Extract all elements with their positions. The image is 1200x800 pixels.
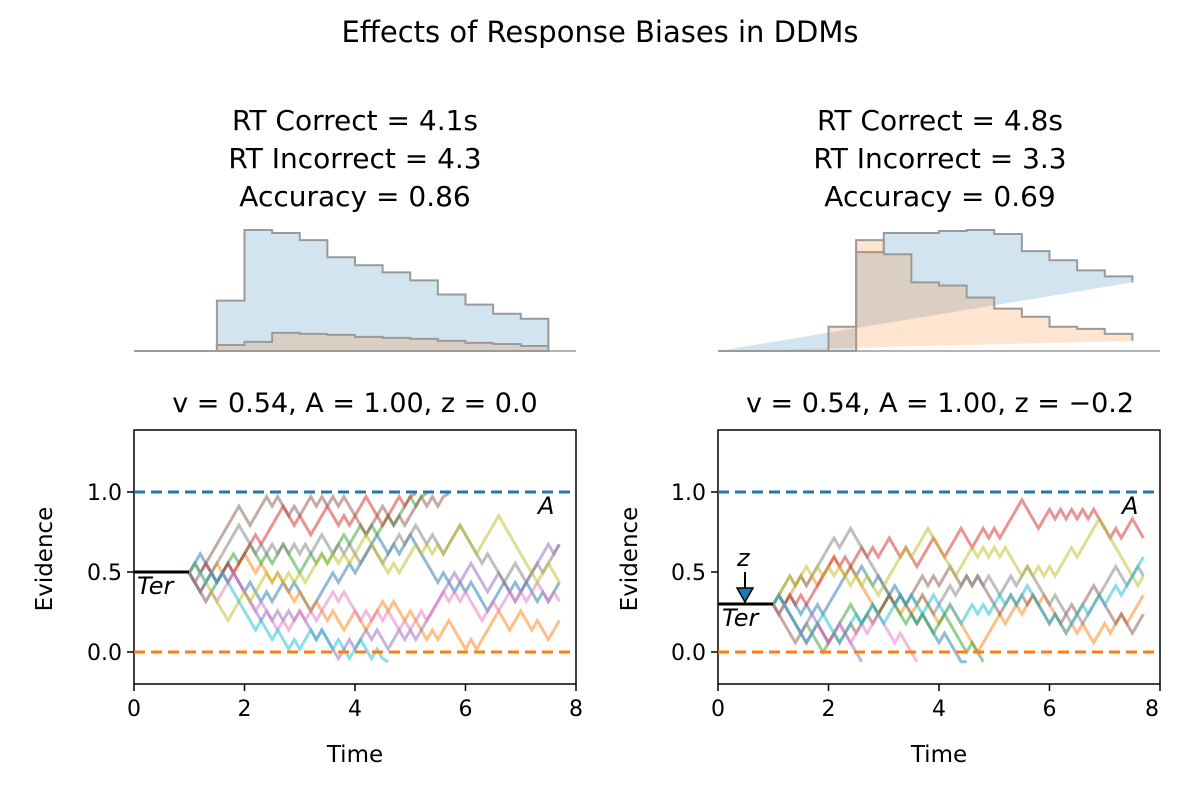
traj-right-paths xyxy=(771,496,1145,664)
x-ticks-right: 0 2 4 6 8 xyxy=(711,684,1161,722)
y-tick-right-05: 0.5 xyxy=(671,561,706,586)
trajectory-left-9 xyxy=(187,512,561,624)
trajectory-left-6 xyxy=(187,492,450,586)
hist-left-title-2: RT Incorrect = 4.3 xyxy=(228,142,481,175)
x-axis-label-left: Time xyxy=(326,742,383,768)
trajectory-left-7 xyxy=(187,569,561,634)
trajectory-left-10 xyxy=(187,560,389,664)
figure-suptitle: Effects of Response Biases in DDMs xyxy=(342,15,859,49)
hist-left-title-1: RT Correct = 4.1s xyxy=(232,104,478,137)
x-axis-label-right: Time xyxy=(910,742,967,768)
traj-left-title: v = 0.54, A = 1.00, z = 0.0 xyxy=(172,388,538,419)
histogram-left: RT Correct = 4.1s RT Incorrect = 4.3 Acc… xyxy=(134,104,576,352)
x-tick-right-2: 2 xyxy=(822,697,836,722)
x-tick-left-8: 8 xyxy=(569,697,583,722)
hist-right-title-2: RT Incorrect = 3.3 xyxy=(813,142,1066,175)
x-tick-left-4: 4 xyxy=(348,697,362,722)
trajectory-left-8 xyxy=(187,522,561,595)
y-tick-right-1: 1.0 xyxy=(671,481,706,506)
ter-label-left: Ter xyxy=(137,572,175,600)
x-tick-right-6: 6 xyxy=(1043,697,1057,722)
y-tick-left-05: 0.5 xyxy=(87,561,122,586)
hist-right-title-1: RT Correct = 4.8s xyxy=(817,104,1063,137)
y-tick-left-0: 0.0 xyxy=(87,641,122,666)
hist-left-correct-bars xyxy=(134,229,550,352)
x-tick-right-4: 4 xyxy=(932,697,946,722)
histogram-right: RT Correct = 4.8s RT Incorrect = 3.3 Acc… xyxy=(718,104,1160,352)
y-axis-label-right: Evidence xyxy=(617,507,643,612)
trajectory-panel-left: v = 0.54, A = 1.00, z = 0.0 Ter A 0 2 4 … xyxy=(32,388,583,768)
trajectory-right-10 xyxy=(771,556,1145,646)
y-tick-left-1: 1.0 xyxy=(87,481,122,506)
trajectory-right-9 xyxy=(771,515,1145,606)
hist-right-title-3: Accuracy = 0.69 xyxy=(824,180,1055,213)
x-tick-right-8: 8 xyxy=(1145,697,1159,722)
x-tick-left-6: 6 xyxy=(459,697,473,722)
x-ticks-left: 0 2 4 6 8 xyxy=(127,684,583,722)
trajectory-right-4 xyxy=(771,496,1145,608)
x-tick-right-0: 0 xyxy=(711,697,725,722)
hist-right-incorrect-bars xyxy=(718,239,1134,352)
y-tick-right-0: 0.0 xyxy=(671,641,706,666)
trajectory-right-8 xyxy=(771,525,1145,627)
a-label-right: A xyxy=(1120,492,1138,520)
y-ticks-right: 1.0 0.5 0.0 xyxy=(671,481,718,666)
x-tick-left-2: 2 xyxy=(238,697,252,722)
y-axis-label-left: Evidence xyxy=(32,507,58,612)
traj-right-title: v = 0.54, A = 1.00, z = −0.2 xyxy=(746,388,1134,419)
hist-left-title-3: Accuracy = 0.86 xyxy=(239,180,470,213)
a-label-left: A xyxy=(536,492,554,520)
trajectory-left-4 xyxy=(187,492,417,586)
traj-left-paths xyxy=(187,492,561,664)
hist-left-incorrect-bars xyxy=(134,331,550,352)
trajectory-panel-right: v = 0.54, A = 1.00, z = −0.2 Ter A z 0 2… xyxy=(617,388,1161,768)
y-ticks-left: 1.0 0.5 0.0 xyxy=(87,481,134,666)
z-label-right: z xyxy=(736,544,751,572)
x-tick-left-0: 0 xyxy=(127,697,141,722)
ter-label-right: Ter xyxy=(722,604,760,632)
traj-left-frame xyxy=(133,429,577,685)
traj-right-frame xyxy=(717,429,1161,685)
z-arrow-icon xyxy=(735,587,755,604)
trajectory-left-1 xyxy=(187,531,561,614)
